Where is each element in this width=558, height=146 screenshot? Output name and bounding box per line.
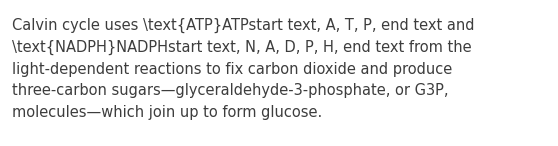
- Text: three-carbon sugars—glyceraldehyde-3-phosphate, or G3P,: three-carbon sugars—glyceraldehyde-3-pho…: [12, 83, 449, 98]
- Text: \text{NADPH}NADPHstart text, N, A, D, P, H, end text from the: \text{NADPH}NADPHstart text, N, A, D, P,…: [12, 40, 472, 55]
- Text: Calvin cycle uses \text{ATP}ATPstart text, A, T, P, end text and: Calvin cycle uses \text{ATP}ATPstart tex…: [12, 18, 474, 33]
- Text: molecules—which join up to form glucose.: molecules—which join up to form glucose.: [12, 105, 323, 120]
- Text: light-dependent reactions to fix carbon dioxide and produce: light-dependent reactions to fix carbon …: [12, 62, 452, 77]
